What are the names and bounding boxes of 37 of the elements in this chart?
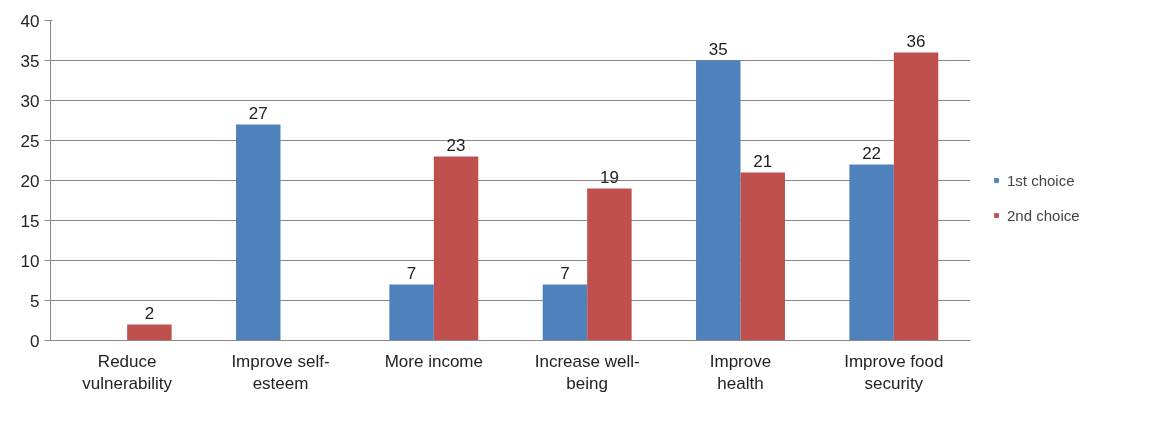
- y-tick-label: 25: [20, 131, 40, 151]
- x-tick-label: Improve health: [709, 351, 772, 394]
- y-tick-label: 30: [20, 91, 40, 111]
- bar: [696, 60, 741, 341]
- x-tick-label: Reduce vulnerability: [82, 351, 173, 394]
- y-tick-label: 15: [20, 211, 40, 231]
- bar: [893, 52, 939, 341]
- bar: [433, 156, 479, 341]
- bar: [740, 172, 785, 341]
- legend-label: 1st choice: [1007, 171, 1075, 189]
- x-tick-label: Increase well- being: [534, 351, 640, 394]
- bar: [236, 124, 281, 341]
- bar: [849, 164, 894, 341]
- bar: [587, 188, 632, 341]
- data-label: 19: [599, 167, 619, 187]
- x-tick-label: Improve food security: [844, 351, 944, 394]
- y-tick-label: 10: [20, 251, 40, 271]
- legend-label: 2nd choice: [1007, 206, 1080, 224]
- data-label: 22: [862, 143, 882, 163]
- bar: [542, 284, 588, 341]
- data-label: 7: [560, 263, 570, 283]
- data-label: 27: [248, 103, 268, 123]
- data-label: 7: [406, 263, 417, 283]
- y-tick-label: 0: [30, 331, 40, 351]
- data-label: 36: [906, 31, 926, 51]
- y-tick-label: 20: [20, 171, 40, 191]
- data-label: 35: [708, 39, 728, 59]
- data-label: 23: [446, 135, 466, 155]
- data-label: 2: [144, 303, 155, 323]
- y-tick-label: 40: [20, 11, 40, 31]
- bar: [127, 324, 172, 341]
- y-tick-label: 35: [20, 51, 40, 71]
- data-label: 21: [753, 151, 773, 171]
- x-tick-label: Improve self- esteem: [231, 351, 330, 394]
- y-tick-label: 5: [30, 291, 40, 311]
- x-tick-label: More income: [384, 351, 483, 371]
- bar: [389, 284, 434, 341]
